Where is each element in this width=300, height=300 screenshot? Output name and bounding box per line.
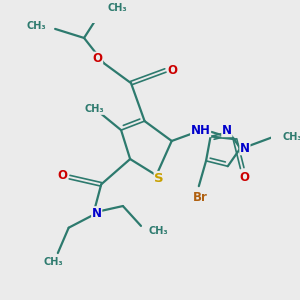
Text: S: S xyxy=(154,172,164,184)
Text: CH₃: CH₃ xyxy=(26,21,46,31)
Text: N: N xyxy=(92,207,102,220)
Text: N: N xyxy=(222,124,232,136)
Text: CH₃: CH₃ xyxy=(84,104,104,114)
Text: O: O xyxy=(168,64,178,77)
Text: Br: Br xyxy=(193,190,208,203)
Text: CH₃: CH₃ xyxy=(44,257,63,267)
Text: N: N xyxy=(240,142,250,155)
Text: NH: NH xyxy=(191,124,211,136)
Text: CH₃: CH₃ xyxy=(107,3,127,13)
Text: O: O xyxy=(57,169,68,182)
Text: CH₃: CH₃ xyxy=(148,226,168,236)
Text: O: O xyxy=(239,171,249,184)
Text: O: O xyxy=(93,52,103,65)
Text: CH₃: CH₃ xyxy=(283,132,300,142)
